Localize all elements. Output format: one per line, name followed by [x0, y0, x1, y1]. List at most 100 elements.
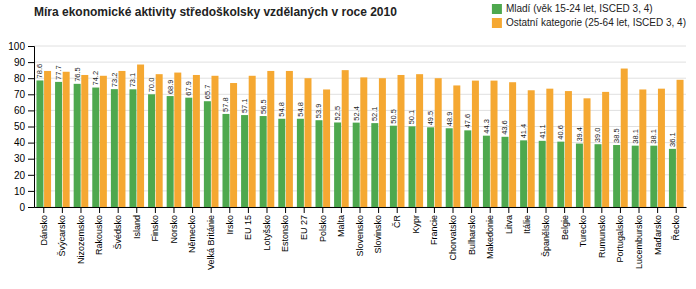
tick: 50: [14, 121, 34, 132]
bar: [539, 141, 546, 207]
bars: [36, 65, 683, 207]
tick: Litva: [504, 207, 514, 234]
legend-swatch: [492, 18, 502, 28]
data-label: 52.5: [333, 106, 342, 121]
tick: Malta: [336, 207, 346, 237]
tick: Island: [132, 207, 142, 239]
bar: [639, 89, 646, 207]
plot: 0102030405060708090100DánskoŠvýcarskoNiz…: [8, 41, 686, 270]
tick: Irsko: [225, 207, 235, 235]
bar: [36, 80, 43, 207]
data-label: 40.6: [556, 125, 565, 140]
data-label: 49.5: [426, 111, 435, 126]
bar: [427, 127, 434, 207]
tick: 20: [14, 170, 34, 181]
title: Míra ekonomické aktivity středoškolsky v…: [34, 5, 397, 19]
tick: Kypr: [411, 207, 421, 234]
tick: Německo: [187, 207, 197, 253]
tick: ČR: [392, 207, 402, 228]
tick-mark: [564, 207, 565, 213]
tick-label: Nizozemsko: [76, 215, 86, 264]
bar: [137, 65, 144, 207]
bar: [174, 73, 181, 207]
tick: 70: [14, 89, 34, 100]
tick-mark: [28, 159, 34, 160]
tick-mark: [28, 62, 34, 63]
tick-label: Německo: [187, 215, 197, 253]
tick-label: Rumunsko: [597, 215, 607, 258]
tick-mark: [28, 127, 34, 128]
tick-label: EU 27: [299, 215, 309, 240]
tick-mark: [527, 207, 528, 213]
data-label: 53.9: [314, 104, 323, 119]
bar: [379, 78, 386, 207]
tick-label: Francie: [429, 215, 439, 245]
data-label: 48.9: [445, 112, 454, 127]
bar: [371, 123, 378, 207]
bar: [334, 122, 341, 207]
bar: [576, 144, 583, 207]
bar: [167, 96, 174, 207]
tick-mark: [28, 207, 34, 208]
bar: [546, 89, 553, 207]
bar: [650, 146, 657, 207]
bar: [211, 76, 218, 207]
tick: 40: [14, 137, 34, 148]
tick: Estonsko: [280, 207, 290, 252]
tick-label: Belgie: [560, 215, 570, 240]
tick-label: 90: [14, 57, 26, 68]
tick-label: Finsko: [150, 215, 160, 242]
data-label: 74.2: [91, 71, 100, 86]
tick-label: Island: [132, 215, 142, 239]
tick-mark: [453, 207, 454, 213]
tick-mark: [28, 191, 34, 192]
tick-label: Portugalsko: [615, 215, 625, 263]
bar: [74, 84, 81, 207]
tick: Velká Británie: [206, 207, 216, 270]
data-label: 67.9: [184, 81, 193, 96]
series: [44, 65, 683, 207]
data-label: 38.5: [612, 128, 621, 143]
tick: EU 27: [299, 207, 309, 240]
tick-mark: [639, 207, 640, 213]
tick-mark: [657, 207, 658, 213]
tick: Slovinsko: [373, 207, 383, 254]
bar: [81, 75, 88, 207]
tick-mark: [397, 207, 398, 213]
data-label: 38.1: [649, 129, 658, 144]
bar: [260, 116, 267, 207]
data-label: 43.6: [500, 120, 509, 135]
data-label: 54.8: [277, 102, 286, 117]
tick-mark: [601, 207, 602, 213]
tick-mark: [28, 110, 34, 111]
tick-label: EU 15: [243, 215, 253, 240]
tick-label: Velká Británie: [206, 215, 216, 270]
tick-mark: [583, 207, 584, 213]
bar: [390, 126, 397, 207]
tick-label: 100: [8, 41, 25, 52]
tick: Portugalsko: [615, 207, 625, 263]
bar: [491, 81, 498, 207]
tick-label: 50: [14, 121, 26, 132]
bar: [92, 88, 99, 207]
tick-mark: [341, 207, 342, 213]
tick-label: Španělsko: [541, 215, 551, 257]
tick-label: Irsko: [225, 215, 235, 235]
bar: [100, 76, 107, 207]
tick-mark: [434, 207, 435, 213]
bar: [323, 89, 330, 207]
data-label: 47.6: [463, 114, 472, 129]
tick-label: Estonsko: [280, 215, 290, 252]
data-labels: 78.677.776.574.273.273.170.068.967.965.7…: [35, 64, 676, 147]
tick: Dánsko: [39, 207, 49, 246]
grid-line: [34, 62, 686, 63]
data-label: 73.1: [128, 73, 137, 88]
legend-label: Ostatní kategorie (25-64 let, ISCED 3, 4…: [506, 17, 686, 28]
tick: Lotyšsko: [262, 207, 272, 251]
legend-swatch: [492, 4, 502, 14]
bar: [565, 91, 572, 207]
bar: [613, 145, 620, 207]
bar: [55, 82, 62, 207]
bar: [111, 89, 118, 207]
bar: [156, 74, 163, 207]
